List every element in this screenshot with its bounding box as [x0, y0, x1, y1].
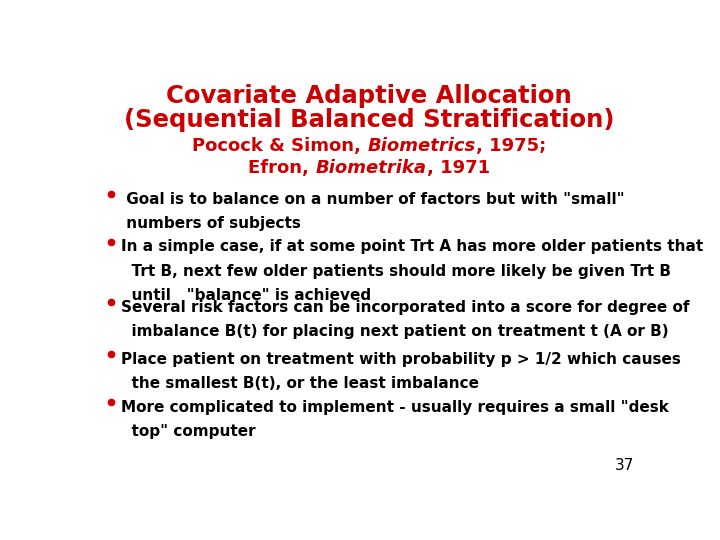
Text: Trt B, next few older patients should more likely be given Trt B: Trt B, next few older patients should mo… — [121, 264, 671, 279]
Text: , 1975;: , 1975; — [476, 137, 546, 155]
Text: (Sequential Balanced Stratification): (Sequential Balanced Stratification) — [124, 109, 614, 132]
Text: Efron,: Efron, — [248, 159, 315, 177]
Text: Biometrika: Biometrika — [315, 159, 426, 177]
Text: Biometrics: Biometrics — [367, 137, 476, 155]
Text: the smallest B(t), or the least imbalance: the smallest B(t), or the least imbalanc… — [121, 376, 479, 391]
Text: Several risk factors can be incorporated into a score for degree of: Several risk factors can be incorporated… — [121, 300, 689, 315]
Text: numbers of subjects: numbers of subjects — [121, 216, 300, 231]
Text: Pocock & Simon,: Pocock & Simon, — [192, 137, 367, 155]
Text: More complicated to implement - usually requires a small "desk: More complicated to implement - usually … — [121, 400, 669, 415]
Text: until   "balance" is achieved: until "balance" is achieved — [121, 288, 371, 302]
Text: imbalance B(t) for placing next patient on treatment t (A or B): imbalance B(t) for placing next patient … — [121, 324, 668, 339]
Text: 37: 37 — [615, 458, 634, 473]
Text: Covariate Adaptive Allocation: Covariate Adaptive Allocation — [166, 84, 572, 107]
Text: In a simple case, if at some point Trt A has more older patients that: In a simple case, if at some point Trt A… — [121, 239, 703, 254]
Text: top" computer: top" computer — [121, 424, 256, 438]
Text: , 1971: , 1971 — [426, 159, 490, 177]
Text: Place patient on treatment with probability p > 1/2 which causes: Place patient on treatment with probabil… — [121, 352, 680, 367]
Text: Goal is to balance on a number of factors but with "small": Goal is to balance on a number of factor… — [121, 192, 624, 207]
